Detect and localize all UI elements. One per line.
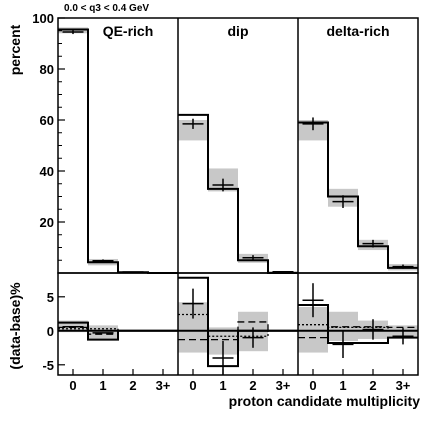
- x-tick-label-0-1: 1: [99, 378, 106, 393]
- y-tick-label-top-3: 80: [40, 62, 54, 77]
- panel-title-2: delta-rich: [326, 23, 389, 39]
- bottom-model-hist-2: [298, 303, 418, 345]
- top-model-hist-0: [58, 28, 178, 274]
- panel-title-1: dip: [228, 23, 249, 39]
- top-model-hist-2: [298, 121, 418, 269]
- x-tick-label-0-2: 2: [129, 378, 136, 393]
- y-tick-label-top-2: 60: [40, 113, 54, 128]
- x-tick-label-0-3: 3+: [156, 378, 171, 393]
- bottom-frame: [57, 272, 419, 376]
- labels: 0.0 < q3 < 0.4 GeV percent (data-base)% …: [7, 3, 420, 409]
- x-tick-label-1-0: 0: [189, 378, 196, 393]
- top-model-hist-1: [178, 113, 298, 274]
- y-axis-label-top: percent: [7, 24, 23, 75]
- top-band-1-0: [178, 120, 208, 141]
- x-tick-label-2-0: 0: [309, 378, 316, 393]
- y-tick-label-top-1: 40: [40, 164, 54, 179]
- panel-title-0: QE-rich: [103, 23, 154, 39]
- y-tick-label-top-0: 20: [40, 215, 54, 230]
- panel-frames: [57, 17, 419, 376]
- x-tick-label-2-3: 3+: [396, 378, 411, 393]
- y-tick-label-bottom-0: -5: [42, 358, 54, 373]
- header-text: 0.0 < q3 < 0.4 GeV: [64, 3, 149, 14]
- x-tick-label-1-2: 2: [249, 378, 256, 393]
- y-axis-label-bottom: (data-base)%: [7, 282, 23, 370]
- x-tick-label-1-3: 3+: [276, 378, 291, 393]
- x-tick-label-0-0: 0: [69, 378, 76, 393]
- x-tick-label-2-1: 1: [339, 378, 346, 393]
- y-tick-label-bottom-2: 5: [47, 290, 54, 305]
- bottom-dashed-hist-2: [298, 326, 418, 339]
- y-tick-label-bottom-1: 0: [47, 324, 54, 339]
- x-axis-label: proton candidate multiplicity: [229, 393, 421, 409]
- x-tick-label-2-2: 2: [369, 378, 376, 393]
- y-tick-label-top-4: 100: [32, 11, 54, 26]
- x-tick-label-1-1: 1: [219, 378, 226, 393]
